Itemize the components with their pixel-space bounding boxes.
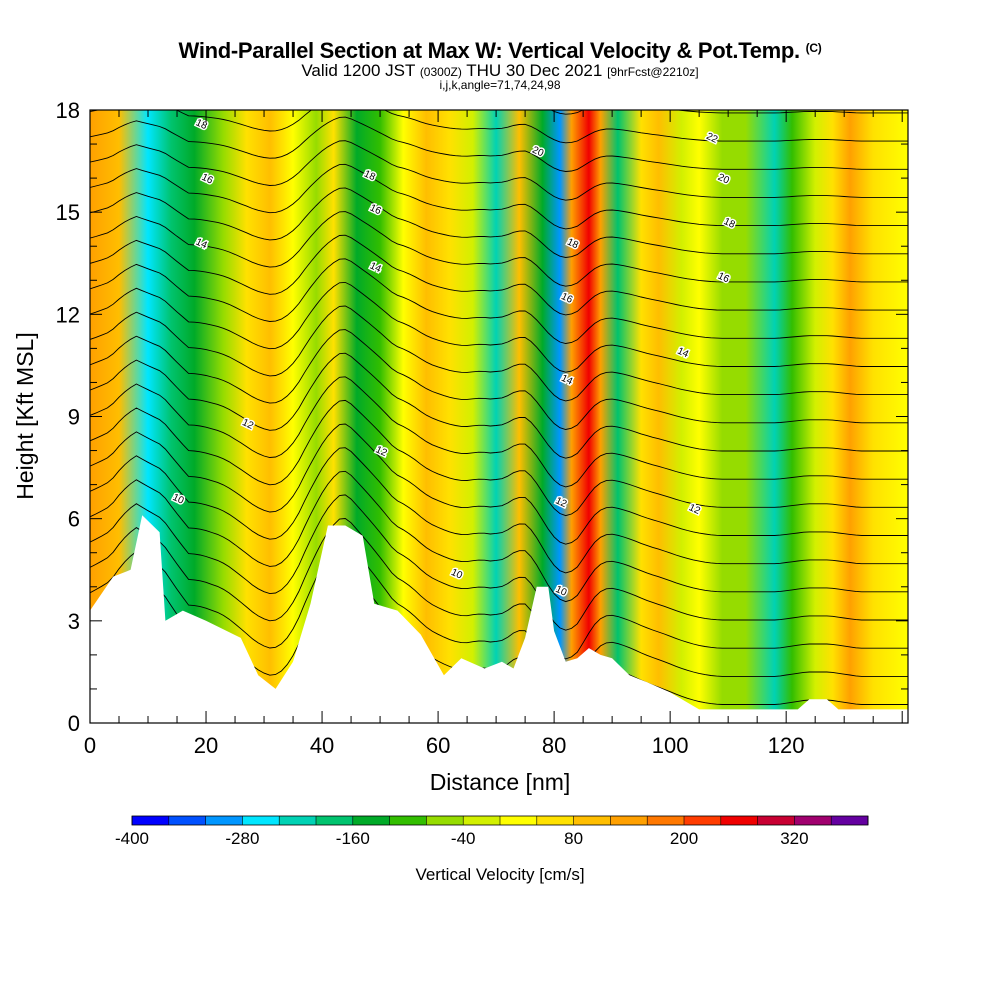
colorbar-label: Vertical Velocity [cm/s] xyxy=(415,865,584,884)
isentrope-line xyxy=(90,329,908,430)
y-tick-label: 9 xyxy=(68,405,80,430)
isentrope-line xyxy=(90,46,908,85)
valid-date: THU 30 Dec 2021 xyxy=(466,61,603,80)
colorbar-tick-label: -160 xyxy=(336,829,370,848)
isentrope-line xyxy=(90,494,908,631)
colorbar-swatch xyxy=(500,816,538,825)
chart-header: Wind-Parallel Section at Max W: Vertical… xyxy=(0,36,1000,92)
colorbar-tick-label: 320 xyxy=(780,829,808,848)
colorbar-swatch xyxy=(168,816,206,825)
colorbar-swatch xyxy=(831,816,869,825)
isentrope-line xyxy=(90,305,908,402)
isentrope-line xyxy=(90,541,908,689)
y-tick-label: 3 xyxy=(68,609,80,634)
isentrope-line xyxy=(90,447,908,574)
colorbar-swatch xyxy=(794,816,832,825)
isentrope-line xyxy=(90,258,908,344)
isentrope-line xyxy=(90,518,908,660)
isentrope-line xyxy=(90,140,908,201)
colorbar-swatch xyxy=(463,816,501,825)
section-info: i,j,k,angle=71,74,24,98 xyxy=(439,78,561,92)
y-tick-label: 12 xyxy=(56,302,80,327)
chart-title: Wind-Parallel Section at Max W: Vertical… xyxy=(0,36,1000,63)
isentrope-line xyxy=(90,376,908,488)
colorbar-swatch xyxy=(720,816,758,825)
isentrope-line xyxy=(90,423,908,545)
colorbar-tick-label: -280 xyxy=(225,829,259,848)
y-tick-label: 15 xyxy=(56,200,80,225)
colorbar-swatch xyxy=(426,816,464,825)
chart-subtitle: Valid 1200 JST (0300Z) THU 30 Dec 2021 [… xyxy=(0,61,1000,80)
colorbar-tick-label: 200 xyxy=(670,829,698,848)
colorbar: -400 -280 -160 -40 80 200 320 xyxy=(115,815,869,848)
colorbar-swatch xyxy=(132,816,170,825)
y-axis-label: Height [Kft MSL] xyxy=(12,332,38,499)
isentrope-line xyxy=(90,281,908,373)
colorbar-swatch xyxy=(610,816,648,825)
colorbar-swatch xyxy=(242,816,280,825)
colorbar-swatch xyxy=(647,816,685,825)
x-tick-label: 0 xyxy=(84,733,96,758)
x-tick-label: 120 xyxy=(768,733,805,758)
colorbar-swatch xyxy=(352,816,390,825)
x-tick-label: 60 xyxy=(426,733,450,758)
colorbar-tick-label: -400 xyxy=(115,829,149,848)
copyright-mark: (C) xyxy=(805,41,822,55)
chart-title-text: Wind-Parallel Section at Max W: Vertical… xyxy=(178,38,801,63)
plot-area: 1012141618121416181020181614121014121618… xyxy=(90,46,908,723)
terrain-mask xyxy=(90,515,908,723)
colorbar-swatch xyxy=(205,816,243,825)
y-tick-label: 6 xyxy=(68,507,80,532)
isentrope-line xyxy=(90,352,908,459)
colorbar-swatch xyxy=(757,816,795,825)
colorbar-swatch xyxy=(573,816,611,825)
isentrope-line xyxy=(90,470,908,603)
forecast-info: [9hrFcst@2210z] xyxy=(607,65,699,79)
y-tick-label: 0 xyxy=(68,711,80,736)
valid-utc: (0300Z) xyxy=(419,65,462,79)
colorbar-swatch xyxy=(316,816,354,825)
x-tick-label: 40 xyxy=(310,733,334,758)
x-tick-label: 100 xyxy=(652,733,689,758)
colorbar-swatch xyxy=(536,816,574,825)
colorbar-swatch xyxy=(684,816,722,825)
x-tick-label: 80 xyxy=(542,733,566,758)
colorbar-tick-label: 80 xyxy=(564,829,583,848)
y-tick-label: 18 xyxy=(56,98,80,123)
colorbar-tick-label: -40 xyxy=(451,829,476,848)
x-axis-label: Distance [nm] xyxy=(430,769,571,795)
colorbar-swatch xyxy=(279,816,317,825)
isentrope-line xyxy=(90,234,908,316)
x-tick-label: 20 xyxy=(194,733,218,758)
valid-time: Valid 1200 JST xyxy=(301,61,416,80)
colorbar-swatch xyxy=(389,816,427,825)
isentrope-line xyxy=(90,211,908,287)
isentrope-line xyxy=(90,110,908,144)
isentrope-lines xyxy=(90,46,908,723)
isentrope-line xyxy=(90,163,908,230)
isentrope-line xyxy=(90,187,908,258)
isentrope-line xyxy=(550,110,908,115)
isentrope-line xyxy=(90,116,908,172)
y-axis-ticks: 0 3 6 9 12 15 18 xyxy=(56,98,908,736)
vertical-velocity-field xyxy=(90,110,908,723)
isentrope-line xyxy=(90,399,908,517)
x-axis-ticks: 0 20 40 60 80 100 120 xyxy=(84,110,903,758)
